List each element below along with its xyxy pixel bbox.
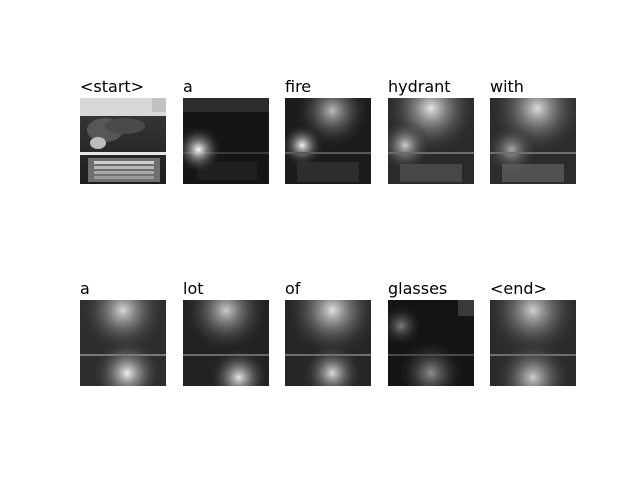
attention-map [183, 98, 269, 184]
attention-panel-6: lot [183, 279, 269, 386]
attention-map [80, 300, 166, 386]
attention-panel-1: a [183, 77, 269, 184]
caption-word: with [490, 77, 528, 97]
caption-word: <end> [490, 279, 551, 299]
attention-panel-5: a [80, 279, 166, 386]
attention-map [388, 300, 474, 386]
attention-panel-7: of [285, 279, 371, 386]
attention-panel-0: <start> [80, 77, 166, 184]
caption-word: glasses [388, 279, 452, 299]
caption-word: a [80, 279, 94, 299]
caption-word: hydrant [388, 77, 455, 97]
attention-panel-2: fire [285, 77, 371, 184]
caption-word: <start> [80, 77, 149, 97]
attention-map [388, 98, 474, 184]
caption-word: lot [183, 279, 208, 299]
attention-panel-9: <end> [490, 279, 576, 386]
original-image-cat-bench [80, 98, 166, 184]
caption-word: a [183, 77, 197, 97]
caption-word: fire [285, 77, 316, 97]
attention-map [490, 98, 576, 184]
caption-word: of [285, 279, 305, 299]
attention-map [285, 300, 371, 386]
attention-map [285, 98, 371, 184]
attention-map [183, 300, 269, 386]
attention-map [490, 300, 576, 386]
attention-panel-8: glasses [388, 279, 474, 386]
attention-panel-4: with [490, 77, 576, 184]
attention-panel-3: hydrant [388, 77, 474, 184]
